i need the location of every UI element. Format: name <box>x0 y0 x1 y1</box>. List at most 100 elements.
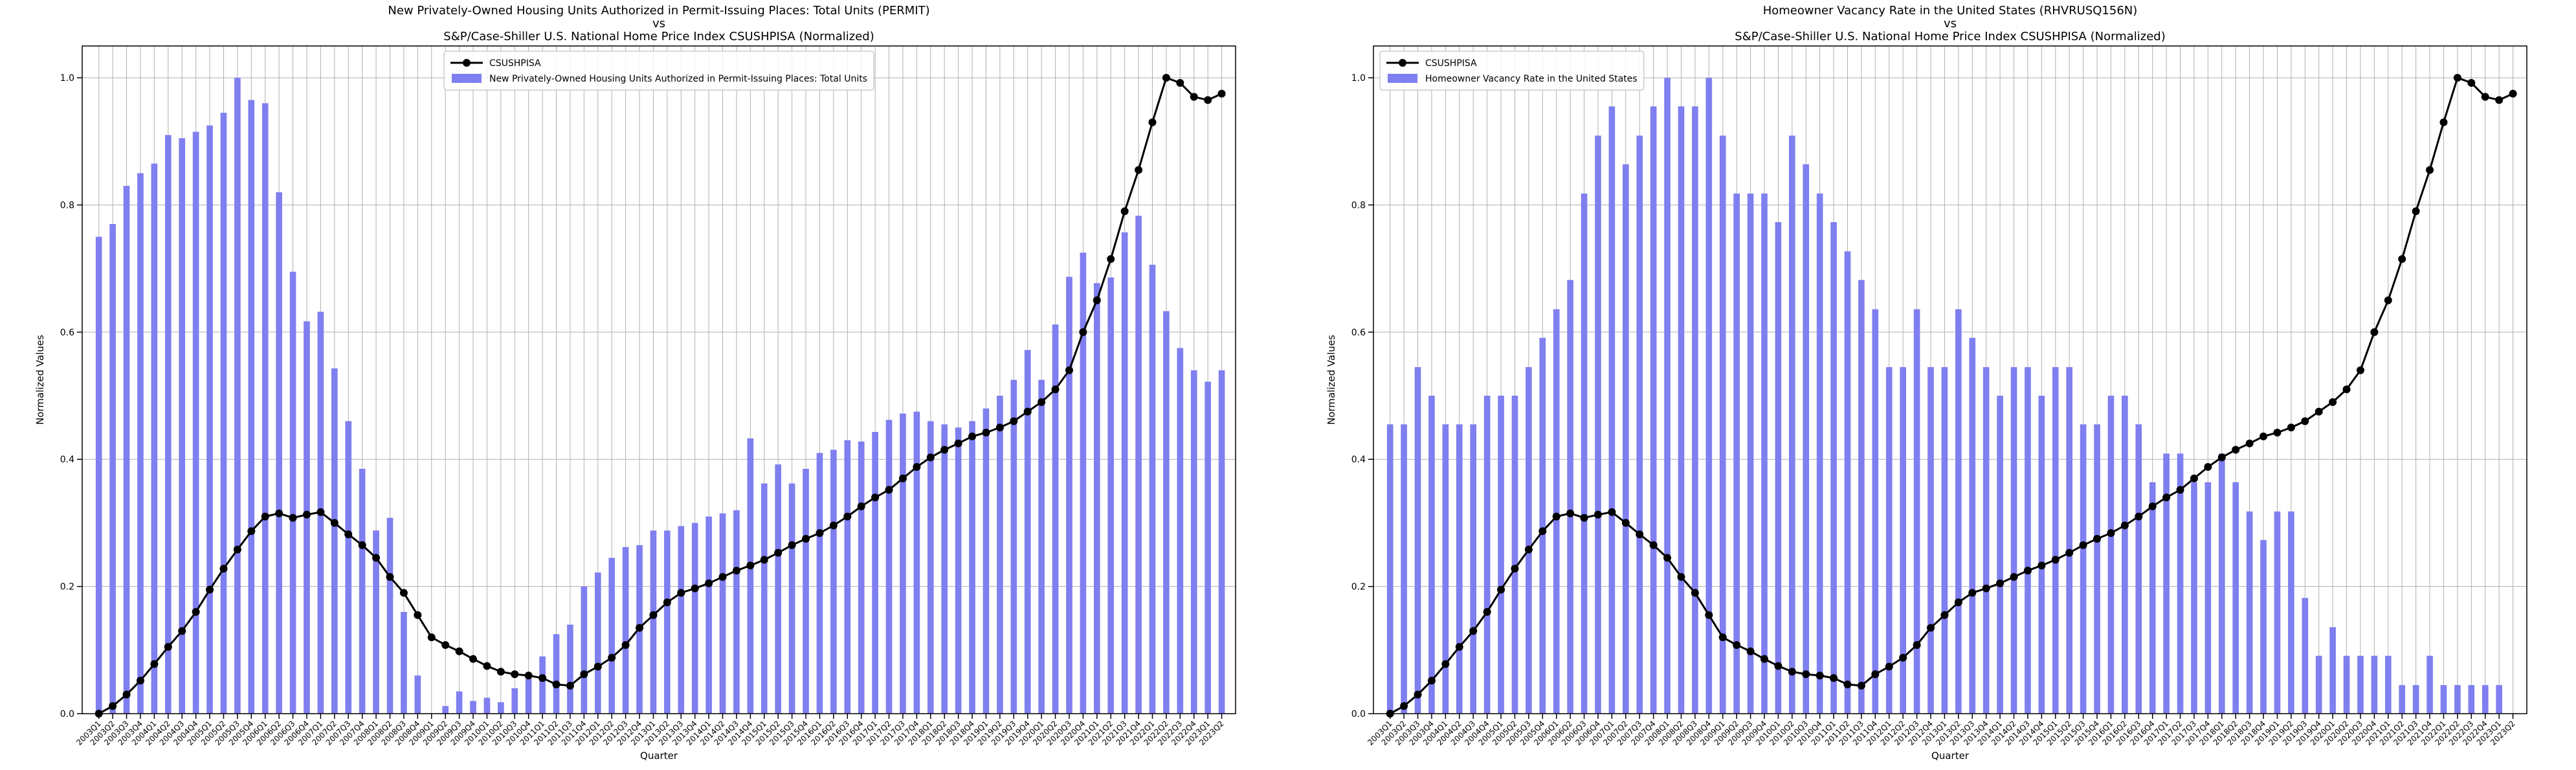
legend-frame <box>443 51 874 91</box>
bar <box>2302 598 2309 714</box>
bar <box>1608 106 1616 714</box>
y-tick-label: 0.8 <box>60 200 74 210</box>
bar <box>289 271 296 714</box>
line-marker <box>1400 702 1408 710</box>
bar <box>2038 396 2045 714</box>
bar <box>498 702 504 714</box>
bar <box>2010 367 2017 714</box>
bar <box>2343 655 2350 714</box>
line-marker <box>233 545 241 554</box>
legend-frame <box>1379 51 1645 91</box>
line-marker <box>1120 207 1129 216</box>
bar <box>1816 193 1823 714</box>
bar <box>1705 78 1713 714</box>
line-marker <box>1524 545 1533 554</box>
line-marker <box>1774 662 1782 670</box>
subplot: Homeowner Vacancy Rate in the United Sta… <box>1326 4 2527 762</box>
line-marker <box>1552 512 1560 521</box>
bar <box>913 411 920 714</box>
bar <box>1066 277 1072 714</box>
line-marker <box>2023 567 2032 575</box>
line-marker <box>2329 398 2337 406</box>
line-marker <box>1788 668 1796 676</box>
line-marker <box>1580 514 1588 522</box>
bar <box>359 468 366 714</box>
line-marker <box>386 572 394 581</box>
bar <box>581 586 588 714</box>
line-marker <box>1636 530 1644 539</box>
line-marker <box>829 521 838 530</box>
line-marker <box>760 556 768 564</box>
line-marker <box>2301 417 2309 425</box>
line-marker <box>1705 611 1713 619</box>
bar <box>1024 350 1031 714</box>
line-marker <box>2065 549 2074 557</box>
line-marker <box>1760 655 1768 663</box>
plot-frame <box>1373 45 2527 714</box>
bar <box>2094 424 2100 714</box>
bar <box>941 424 948 714</box>
bar <box>1747 193 1754 714</box>
bar <box>1526 367 1532 714</box>
bar <box>1456 424 1463 714</box>
bar <box>2260 539 2267 714</box>
bar <box>2274 511 2281 714</box>
bar <box>803 468 809 714</box>
line-marker <box>1857 681 1865 690</box>
bar <box>816 453 823 714</box>
line-marker <box>898 474 907 482</box>
line-marker <box>2148 502 2157 510</box>
line-marker <box>206 585 214 594</box>
line-marker <box>677 589 685 597</box>
line-marker <box>261 512 269 521</box>
legend-label: New Privately-Owned Housing Units Author… <box>489 74 867 84</box>
bar <box>2246 511 2253 714</box>
bar <box>1093 283 1100 714</box>
bar <box>2496 685 2502 714</box>
line-marker <box>2453 74 2461 82</box>
bar <box>2399 685 2406 714</box>
bar <box>109 223 116 714</box>
line-marker <box>399 589 408 597</box>
bar <box>164 135 172 714</box>
bar <box>2066 367 2073 714</box>
bar <box>2218 453 2225 714</box>
bar <box>1982 367 1990 714</box>
bar <box>206 125 213 714</box>
line-marker <box>2217 453 2226 462</box>
bar <box>1885 367 1893 714</box>
bar <box>2329 627 2336 714</box>
line-marker <box>732 567 740 575</box>
bar <box>775 464 782 714</box>
line-marker <box>1968 589 1977 597</box>
line-marker <box>1051 385 1060 394</box>
bar <box>95 236 102 714</box>
bar <box>1470 424 1477 714</box>
line <box>1389 76 2514 715</box>
bar <box>511 688 518 714</box>
line-marker <box>913 463 921 471</box>
bar <box>608 558 615 714</box>
line-marker <box>2037 561 2046 570</box>
bar <box>470 701 476 714</box>
bar <box>2107 396 2115 714</box>
subplot: New Privately-Owned Housing Units Author… <box>34 4 1236 762</box>
bar <box>1401 424 1407 714</box>
line-marker <box>1691 589 1699 597</box>
line-marker <box>219 565 228 573</box>
bar <box>650 530 657 714</box>
bar <box>900 413 906 714</box>
bar <box>1498 396 1504 714</box>
legend-swatch <box>451 74 482 83</box>
line-marker <box>455 647 463 655</box>
line-marker <box>774 549 783 557</box>
line-marker <box>2190 474 2198 482</box>
line-marker <box>2439 118 2448 126</box>
bar <box>1969 337 1976 714</box>
line-marker <box>1843 680 1852 688</box>
bar <box>1539 337 1546 714</box>
bar <box>1775 221 1782 714</box>
legend-swatch <box>1388 74 1417 83</box>
line-marker <box>954 439 962 447</box>
line-marker <box>2273 428 2282 436</box>
